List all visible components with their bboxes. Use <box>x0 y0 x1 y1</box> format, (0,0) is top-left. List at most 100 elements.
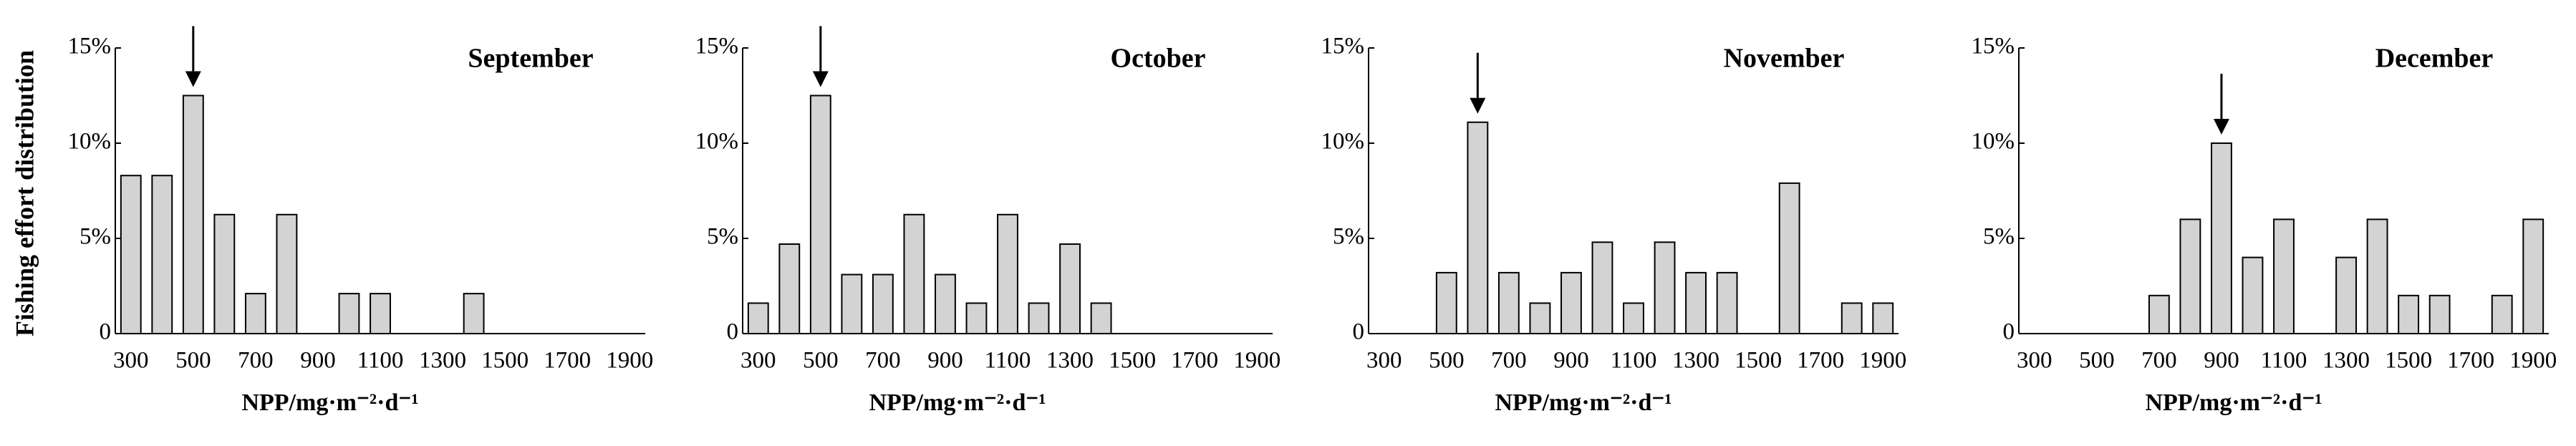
x-tick-label: 300 <box>741 348 776 374</box>
bar <box>463 293 485 335</box>
bar <box>1654 241 1676 335</box>
arrow-head <box>1470 97 1486 114</box>
bar <box>1778 182 1800 334</box>
bar <box>244 293 266 335</box>
x-tick-label: 1300 <box>2322 348 2370 374</box>
x-tick-label: 700 <box>865 348 901 374</box>
bar <box>2273 218 2295 334</box>
x-tick-label: 1500 <box>481 348 529 374</box>
bar <box>338 293 360 335</box>
bar <box>1059 243 1081 335</box>
bar <box>213 213 236 334</box>
bar <box>2428 294 2451 334</box>
x-tick-label: 900 <box>300 348 336 374</box>
bar <box>1497 271 1520 335</box>
bar <box>1467 121 1489 335</box>
bar <box>997 213 1018 334</box>
bar <box>1090 302 1112 335</box>
y-tick-label: 15% <box>695 34 739 59</box>
bar <box>841 273 863 335</box>
y-tick-label: 15% <box>1321 34 1365 59</box>
x-axis-label: NPP/mg·m⁻²·d⁻¹ <box>241 389 418 416</box>
arrow-head <box>812 71 829 87</box>
panel: December NPP/mg·m⁻²·d⁻¹ 0 5% 10% 15% 300 500 700… <box>1972 34 2557 416</box>
bar <box>2335 256 2357 335</box>
x-tick-label: 1500 <box>1109 348 1156 374</box>
bar <box>747 302 769 335</box>
x-tick-label: 300 <box>2017 348 2052 374</box>
bar <box>2491 294 2513 334</box>
x-tick-label: 900 <box>1553 348 1589 374</box>
bar <box>2398 294 2420 334</box>
bar <box>2179 218 2201 334</box>
x-tick-label: 1500 <box>1735 348 1782 374</box>
bar <box>1872 302 1894 335</box>
x-tick-label: 1100 <box>985 348 1031 374</box>
chart-title: November <box>1724 44 1845 74</box>
bar <box>778 243 801 335</box>
bar <box>1716 271 1738 335</box>
panel: November NPP/mg·m⁻²·d⁻¹ 0 5% 10% 15% 300 500 700… <box>1321 34 1907 416</box>
y-tick-label: 0 <box>2003 319 2015 345</box>
bar <box>120 175 142 334</box>
bar <box>276 213 298 334</box>
x-axis-label: NPP/mg·m⁻²·d⁻¹ <box>1495 389 1671 416</box>
x-tick-label: 1500 <box>2385 348 2432 374</box>
x-tick-label: 1100 <box>2261 348 2307 374</box>
panel: Fishing effort distribution September NPP/… <box>10 26 653 416</box>
bar <box>903 213 925 334</box>
x-tick-label: 1300 <box>1046 348 1094 374</box>
x-axis-label: NPP/mg·m⁻²·d⁻¹ <box>869 389 1046 416</box>
bar <box>872 273 894 335</box>
y-tick-label: 0 <box>727 319 739 345</box>
x-tick-label: 900 <box>2204 348 2239 374</box>
bar <box>809 94 831 334</box>
x-tick-label: 1900 <box>606 348 653 374</box>
x-tick-label: 1300 <box>419 348 466 374</box>
bar <box>2522 218 2544 334</box>
chart-title: December <box>2375 44 2494 74</box>
y-tick-label: 10% <box>68 129 112 155</box>
x-tick-label: 1900 <box>1233 348 1280 374</box>
chart-title: September <box>468 44 593 74</box>
bar <box>965 302 988 335</box>
x-tick-label: 500 <box>1429 348 1465 374</box>
y-tick-label: 5% <box>707 224 738 250</box>
bar <box>370 293 391 335</box>
x-tick-label: 900 <box>927 348 963 374</box>
arrow-head <box>185 71 201 87</box>
y-tick-label: 5% <box>79 224 111 250</box>
x-tick-label: 500 <box>175 348 211 374</box>
x-axis-label: NPP/mg·m⁻²·d⁻¹ <box>2145 389 2322 416</box>
y-tick-label: 10% <box>1972 129 2015 155</box>
bar <box>2242 256 2264 335</box>
bar <box>1435 271 1457 335</box>
chart-title: October <box>1111 44 1206 74</box>
x-tick-label: 1700 <box>1797 348 1844 374</box>
y-tick-label: 15% <box>68 34 112 59</box>
x-tick-label: 700 <box>2141 348 2177 374</box>
x-tick-label: 1100 <box>1611 348 1657 374</box>
bar <box>151 175 173 334</box>
x-tick-label: 700 <box>238 348 274 374</box>
y-tick-label: 10% <box>695 129 739 155</box>
bar <box>182 94 204 334</box>
x-tick-label: 1100 <box>357 348 404 374</box>
y-tick-label: 0 <box>1353 319 1365 345</box>
x-tick-label: 1300 <box>1672 348 1719 374</box>
bar <box>1591 241 1613 335</box>
bar <box>1623 302 1644 335</box>
bar <box>1560 271 1582 335</box>
x-tick-label: 1700 <box>544 348 591 374</box>
bar <box>935 273 956 335</box>
bar <box>2211 142 2232 334</box>
x-tick-label: 500 <box>2079 348 2115 374</box>
bar <box>1028 302 1050 335</box>
bar <box>2148 294 2170 334</box>
x-tick-label: 300 <box>1366 348 1402 374</box>
x-tick-label: 1700 <box>1171 348 1218 374</box>
bar <box>1529 302 1551 335</box>
x-tick-label: 1900 <box>1859 348 1906 374</box>
x-tick-label: 300 <box>113 348 149 374</box>
x-tick-label: 1900 <box>2509 348 2557 374</box>
